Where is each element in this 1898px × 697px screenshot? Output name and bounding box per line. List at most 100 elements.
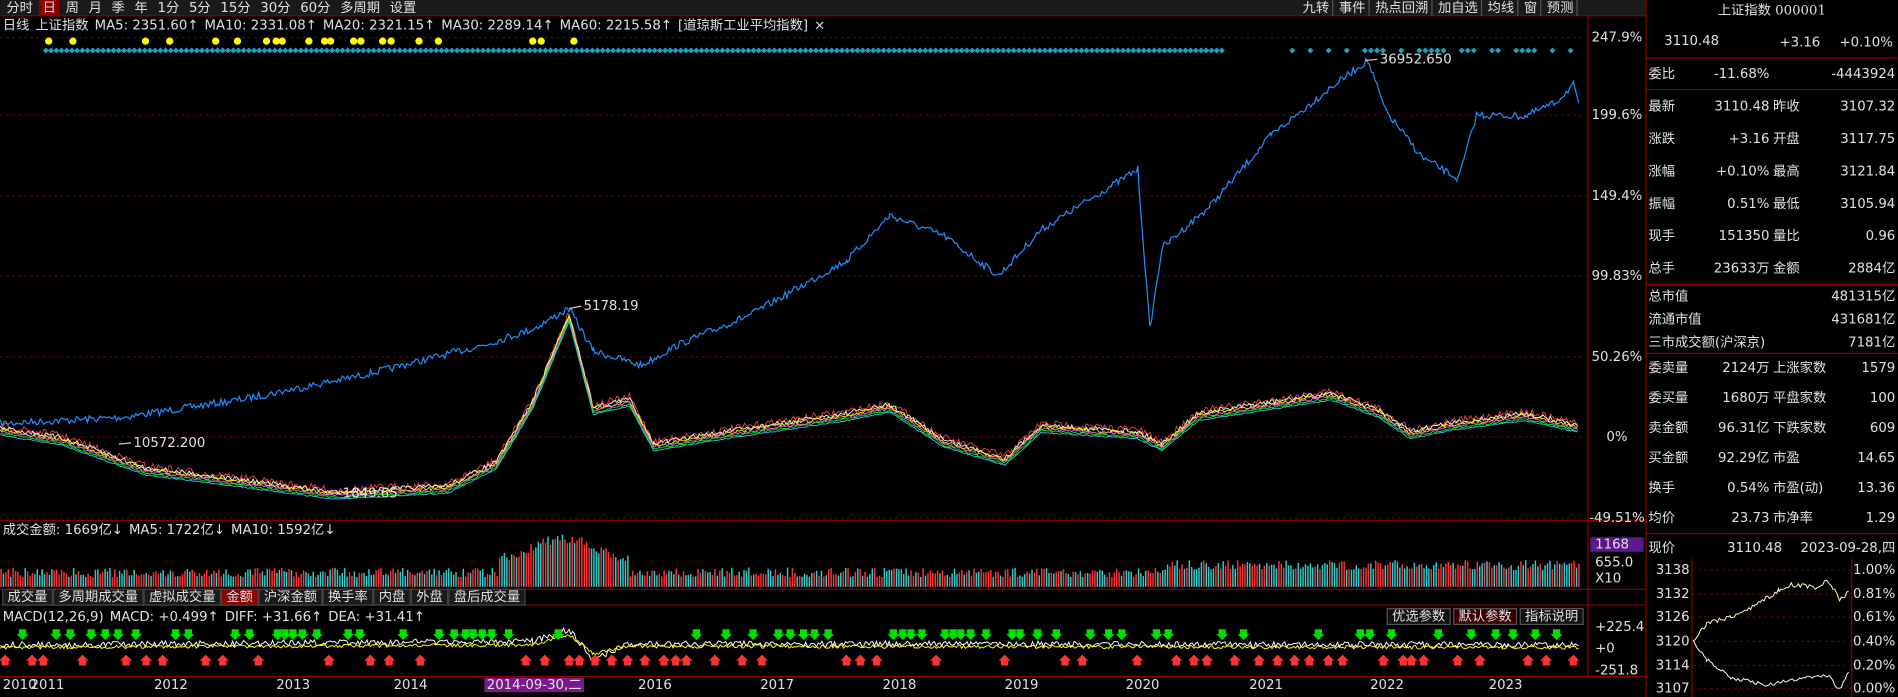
macd-button[interactable]: 默认参数 [1459,608,1512,625]
tab[interactable]: 虚拟成交量 [149,588,215,605]
tab-bg [410,588,449,606]
volume-bar [109,567,111,587]
volume-bar [1166,564,1169,587]
signal-dot [570,37,578,45]
volume-bar [1471,569,1474,587]
volume-bar [111,576,114,587]
volume-bar [1147,570,1149,587]
volume-bar [755,573,757,587]
volume-bar [772,575,774,587]
row-value: 13.36 [1857,481,1895,496]
buy-arrow [573,654,586,666]
macd-button[interactable]: 指标说明 [1525,609,1578,625]
volume-bar [583,544,586,587]
sell-arrow [432,629,446,641]
tab[interactable]: 内盘 [379,588,406,605]
tab[interactable]: 外盘 [416,588,443,605]
row-value: 0.51% [1727,197,1769,212]
volume-bar [857,568,859,587]
volume-bar [513,555,515,587]
volume-bar [789,576,791,587]
signal-dot [141,37,150,45]
volume-bar [1205,563,1207,587]
tab[interactable]: 金额 [226,589,253,605]
buy-arrow [680,654,693,666]
annotation: 1849.65 [343,487,398,502]
legend-item: × [814,18,825,33]
sell-arrow [1363,629,1376,641]
period-button[interactable]: 15分 [220,0,250,16]
sell-arrow [1050,629,1063,641]
tab[interactable]: 盘后成交量 [454,588,520,605]
tool-button[interactable]: 热点回溯 [1375,0,1428,16]
volume-bar [256,567,259,587]
period-button[interactable]: 年 [135,0,148,16]
volume-bar [912,575,915,587]
volume-bar [537,541,540,587]
signal-diamond [188,47,195,54]
volume-bar [944,575,946,587]
volume-bar [777,574,779,587]
volume-bar [951,573,953,587]
period-button[interactable]: 季 [112,0,125,16]
volume-bar [692,576,694,587]
volume-bar [1326,564,1328,587]
signal-dot [415,37,423,45]
volume-bar [1391,562,1394,587]
volume-bar [1435,562,1437,587]
axis-label: 655.0 [1595,556,1633,571]
volume-bar [1193,569,1195,587]
volume-bar [1406,566,1408,587]
period-button[interactable]: 30分 [260,0,290,16]
tool-button[interactable]: 事件 [1339,0,1366,16]
tab[interactable]: 多周期成交量 [58,588,138,605]
axis-label: -49.51% [1589,511,1645,526]
period-button[interactable]: 周 [66,1,79,16]
volume-bar [198,572,201,587]
tool-button[interactable]: 加自选 [1438,0,1478,16]
tool-button[interactable]: 预测 [1547,0,1574,16]
period-button[interactable]: 月 [89,1,102,16]
volume-bar [150,576,152,587]
tab[interactable]: 成交量 [8,588,48,605]
signal-dot [434,37,442,45]
macd-button[interactable]: 优选参数 [1392,608,1445,625]
tool-button[interactable]: 均线 [1488,0,1515,16]
volume-bar [264,575,266,587]
buy-arrow [854,654,867,666]
volume-bar [1454,568,1457,587]
signal-diamond [963,47,970,54]
volume-bar [336,569,339,587]
volume-bar [1038,575,1040,587]
mini-axis-left: 3107 [1656,682,1690,697]
volume-bar [1215,565,1217,587]
period-button[interactable]: 5分 [189,0,211,16]
period-button[interactable]: 日 [43,1,56,16]
period-button[interactable]: 60分 [300,0,330,16]
volume-bar [861,575,864,587]
tab[interactable]: 换手率 [328,588,368,605]
tool-button[interactable]: 窗 [1524,0,1537,16]
tool-button[interactable]: 九转 [1303,0,1330,16]
period-button[interactable]: 分时 [6,0,33,16]
volume-bar [1575,567,1578,587]
tab[interactable]: 沪深金额 [264,589,317,605]
volume-bar [1130,571,1132,587]
volume-bar [1442,566,1445,587]
period-button[interactable]: 多周期 [340,0,380,16]
period-button[interactable]: 设置 [390,0,417,16]
volume-bar [1336,568,1338,587]
volume-bar [1411,568,1413,587]
volume-bar [1186,567,1188,587]
volume-bar [1128,571,1130,587]
period-button[interactable]: 1分 [158,0,180,16]
volume-bar [685,575,687,587]
row-label: 买金额 [1648,450,1688,466]
volume-bar [1481,563,1483,587]
axis-highlight [1590,537,1644,552]
volume-bar [956,574,958,587]
volume-bar [99,573,101,587]
legend-item: MA5: 1722亿↓ [129,522,225,538]
volume-bar [963,574,965,587]
sell-arrow [1312,629,1325,641]
